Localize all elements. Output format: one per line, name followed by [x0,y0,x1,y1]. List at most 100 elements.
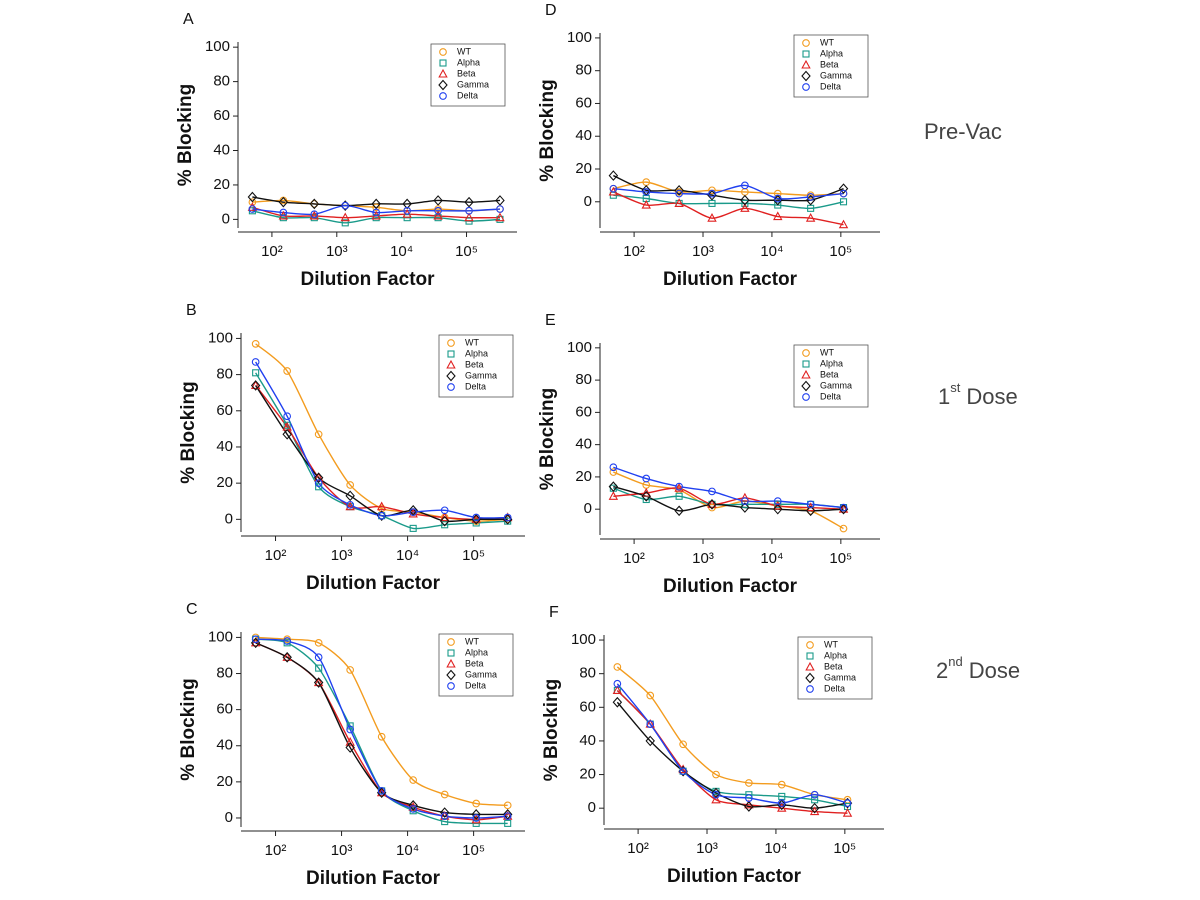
marker [346,725,355,734]
marker [472,513,481,522]
marker [279,208,288,217]
marker [472,799,481,808]
marker [608,170,619,181]
y-tick-label: 60 [216,701,233,718]
marker [609,184,618,193]
x-tick-label: 10⁵ [829,550,852,567]
marker [839,198,848,206]
y-tick-label: 40 [216,438,233,455]
marker [608,481,619,492]
marker [741,199,749,207]
legend-label: Gamma [820,70,852,80]
marker [464,196,474,208]
legend-marker [447,649,455,657]
x-tick-label: 10² [265,547,287,564]
x-tick-label: 10² [623,243,645,260]
legend-marker [802,393,810,401]
legend-marker [805,672,815,684]
marker [502,809,513,820]
marker [283,637,292,645]
marker [842,808,853,817]
legend-marker [802,83,810,91]
marker [282,652,292,661]
legend-marker [806,641,814,649]
x-tick-label: 10³ [331,842,353,859]
x-tick-label: 10³ [326,243,348,260]
marker [740,492,750,502]
marker [314,430,323,439]
marker [809,802,820,814]
legend-label: Alpha [465,647,488,657]
marker [810,790,819,799]
marker [745,791,753,799]
panel-label: A [183,11,194,28]
legend-marker [447,383,455,391]
marker [372,208,381,217]
marker [504,819,512,827]
marker [376,787,387,797]
marker [252,369,260,377]
legend-marker [446,359,456,369]
y-tick-label: 20 [575,160,592,177]
panel-label: E [545,312,556,329]
marker [674,198,684,207]
y-tick-label: 0 [225,809,233,826]
y-axis-label: % Blocking [178,678,199,780]
marker [283,367,292,375]
marker [773,194,783,206]
marker [409,776,418,784]
y-tick-label: 100 [567,339,592,356]
marker [465,206,473,215]
fit-curve [255,636,508,807]
fit-curve [255,361,508,519]
legend-marker [801,59,811,69]
marker [346,481,355,489]
legend-marker [446,370,456,382]
marker [345,736,355,746]
marker [496,205,504,213]
y-axis-label: % Blocking [537,388,558,490]
y-tick-label: 60 [216,402,233,419]
marker [471,514,481,525]
marker [707,213,717,222]
marker [613,679,622,688]
marker [471,809,481,820]
fit-curve [613,181,844,196]
row-label-suffix: st [950,380,961,395]
marker [315,664,323,672]
marker [278,196,289,208]
y-tick-label: 40 [579,732,596,749]
marker [345,501,355,511]
marker [341,201,350,210]
marker [376,787,387,799]
y-tick-label: 20 [579,766,596,783]
marker [838,503,849,515]
marker [341,219,349,227]
x-tick-label: 10⁵ [462,842,485,859]
marker [376,501,387,511]
legend-box [793,344,869,408]
marker [642,188,651,196]
y-tick-label: 20 [216,474,233,491]
legend-marker [802,39,810,47]
marker [773,189,782,198]
marker [641,490,651,502]
marker [440,506,449,515]
y-tick-label: 0 [225,510,233,527]
y-tick-label: 40 [216,737,233,754]
marker [345,490,355,502]
legend-label: Delta [820,391,841,401]
panel-label: D [545,2,557,19]
marker [740,203,750,212]
legend-label: WT [457,46,471,56]
y-axis-label: % Blocking [541,679,562,781]
marker [408,504,418,516]
y-axis-label: % Blocking [537,79,558,181]
marker [248,205,257,213]
legend-marker [806,685,814,693]
legend-box [797,636,873,700]
y-tick-label: 60 [575,403,592,420]
marker [707,499,717,510]
marker [314,479,323,488]
